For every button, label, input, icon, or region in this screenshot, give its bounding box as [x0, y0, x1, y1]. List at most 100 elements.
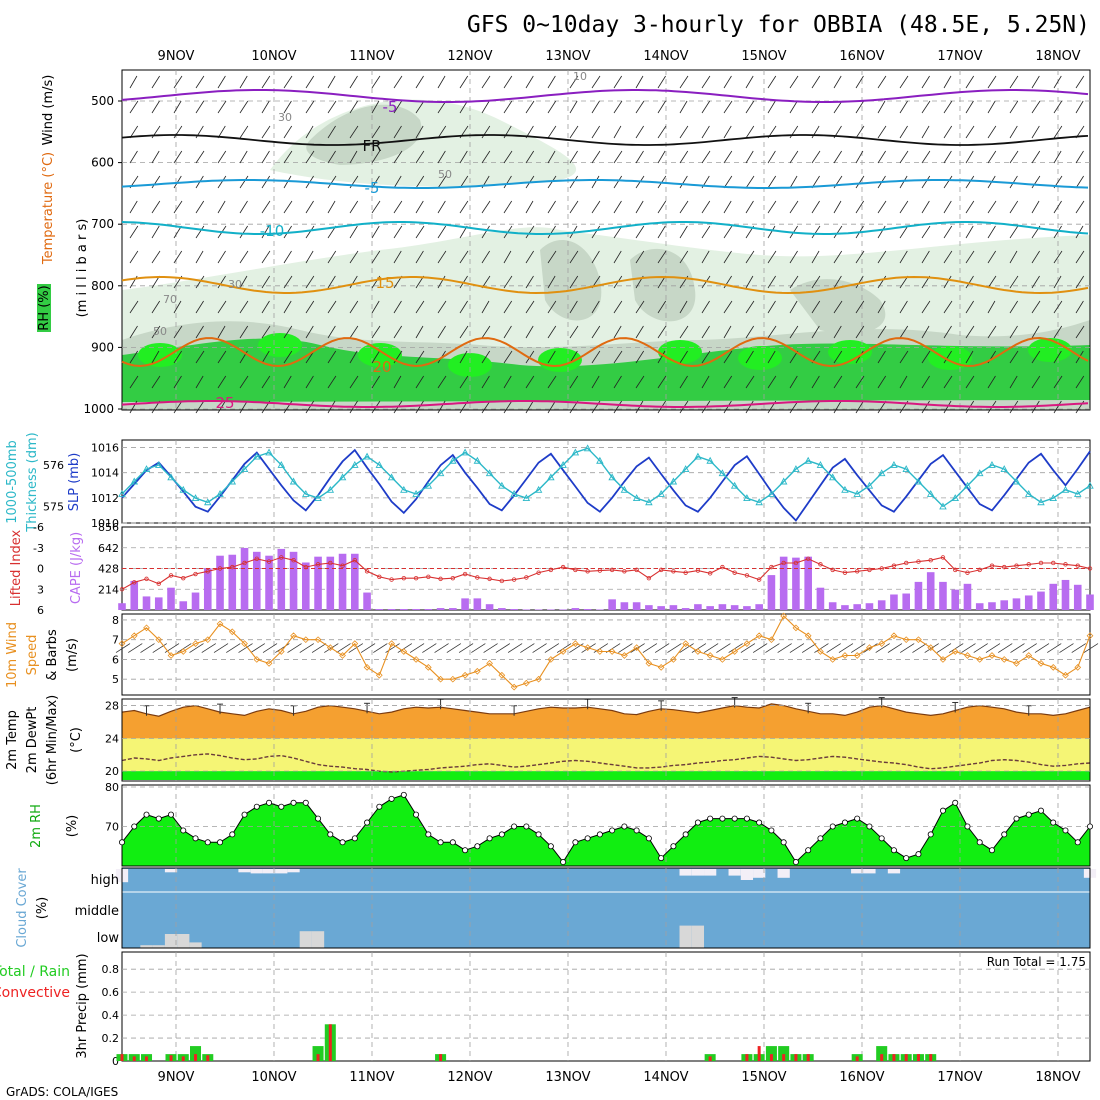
wind-barb [899, 125, 908, 139]
li-marker [328, 560, 333, 566]
cape-bar [154, 597, 163, 610]
wind-barb [899, 225, 909, 239]
bottom-day-label: 11NOV [349, 1070, 394, 1085]
wind-barb [437, 175, 447, 189]
li-marker [462, 571, 468, 577]
precip-convective-bar [880, 1054, 884, 1061]
wind-barb [195, 100, 205, 114]
wind-barb [151, 250, 161, 264]
wind-barb [151, 350, 160, 364]
wind-speed-marker [326, 644, 334, 651]
wind-barb [635, 125, 644, 139]
li-tick-label: -3 [33, 542, 44, 555]
wind-barb [657, 100, 666, 114]
upper-frame [121, 69, 1091, 411]
wind-barb-10m [544, 643, 560, 653]
thickness-marker [289, 477, 298, 485]
wind-barb [393, 200, 403, 214]
wind-barb [921, 225, 931, 239]
cape-bar [228, 554, 237, 610]
wind-speed-marker [241, 640, 248, 647]
wind-barb [1009, 175, 1018, 189]
wind-barb [393, 75, 403, 89]
wind-barb-10m [458, 643, 474, 653]
li-marker [842, 570, 848, 575]
cloud-level-label: high [91, 873, 119, 888]
wind-speed-line [121, 615, 1091, 688]
wind-barb [261, 175, 271, 189]
wind-barb [1053, 75, 1062, 89]
wind-barb [679, 350, 688, 364]
precip-convective-bar [916, 1054, 920, 1061]
wind-barb [1075, 75, 1085, 89]
wind-barb [679, 250, 689, 264]
thickness-marker [142, 465, 151, 472]
isotherm-label: -5 [365, 179, 380, 197]
thickness-marker [522, 494, 531, 502]
thickness-marker [449, 456, 457, 464]
wind-barb [921, 200, 930, 214]
cape-bar [142, 596, 151, 610]
wind-speed-marker [265, 660, 273, 667]
wind-barb [811, 325, 820, 339]
wind-speed-marker [731, 648, 739, 655]
cape-bar [301, 562, 310, 610]
wind-barb [921, 350, 931, 364]
isotherm-25-magenta [121, 400, 1089, 408]
rh-mid-3 [790, 279, 886, 334]
wind-barb [459, 100, 468, 114]
thickness-marker [841, 485, 849, 493]
wind-barb [437, 200, 446, 214]
wind-barb [899, 375, 908, 389]
wind-barb [1053, 200, 1062, 214]
wind-barb [415, 175, 425, 189]
slp-tick-label: 1016 [91, 442, 119, 455]
top-day-label: 9NOV [158, 49, 195, 64]
low-cloud-bar [152, 945, 165, 948]
wind-barb [921, 100, 931, 114]
wind-barb [415, 150, 425, 164]
wind-barb [1053, 125, 1063, 139]
wind-barb [767, 200, 777, 214]
wind-barb [899, 300, 908, 314]
wind-barb [767, 375, 777, 389]
thickness-marker [424, 481, 433, 489]
wind-barb [503, 350, 513, 364]
wind-barb [459, 150, 468, 164]
li-marker [315, 562, 321, 567]
wind-barb [877, 275, 887, 289]
wind-speed-marker [388, 640, 395, 647]
cape-tick-label: 856 [98, 521, 119, 534]
wind-barb [129, 350, 138, 364]
li-marker [548, 567, 554, 573]
rh-contour-label: 10 [573, 70, 587, 83]
cape-bar [902, 593, 911, 610]
cape-bar [608, 599, 616, 610]
li-marker [450, 575, 456, 581]
li-marker [671, 569, 676, 574]
wind-barb [217, 150, 227, 164]
wind-barb [173, 100, 182, 114]
thickness-marker [743, 494, 751, 502]
wind-barb [547, 75, 556, 89]
thickness-marker [265, 448, 273, 456]
wind-barb [503, 375, 512, 389]
wind-barb [437, 100, 447, 114]
rh-mid-1 [540, 240, 602, 321]
wind-barb [173, 375, 182, 389]
precip-total-bar [778, 1046, 790, 1061]
wind-barb-10m [850, 643, 866, 653]
cape-bar [338, 553, 347, 610]
wind-barb [305, 250, 314, 264]
wind-barb [921, 325, 930, 339]
low-cloud-bar [164, 934, 178, 948]
wind-barb [591, 225, 601, 239]
li-marker [707, 571, 713, 576]
low-cloud-bar [189, 942, 202, 948]
wind-barb [129, 200, 138, 214]
thickness-marker [498, 481, 506, 489]
rh2m-marker [498, 831, 505, 838]
li-marker [205, 569, 210, 574]
top-day-label: 15NOV [741, 49, 786, 64]
thickness-marker [865, 481, 874, 489]
